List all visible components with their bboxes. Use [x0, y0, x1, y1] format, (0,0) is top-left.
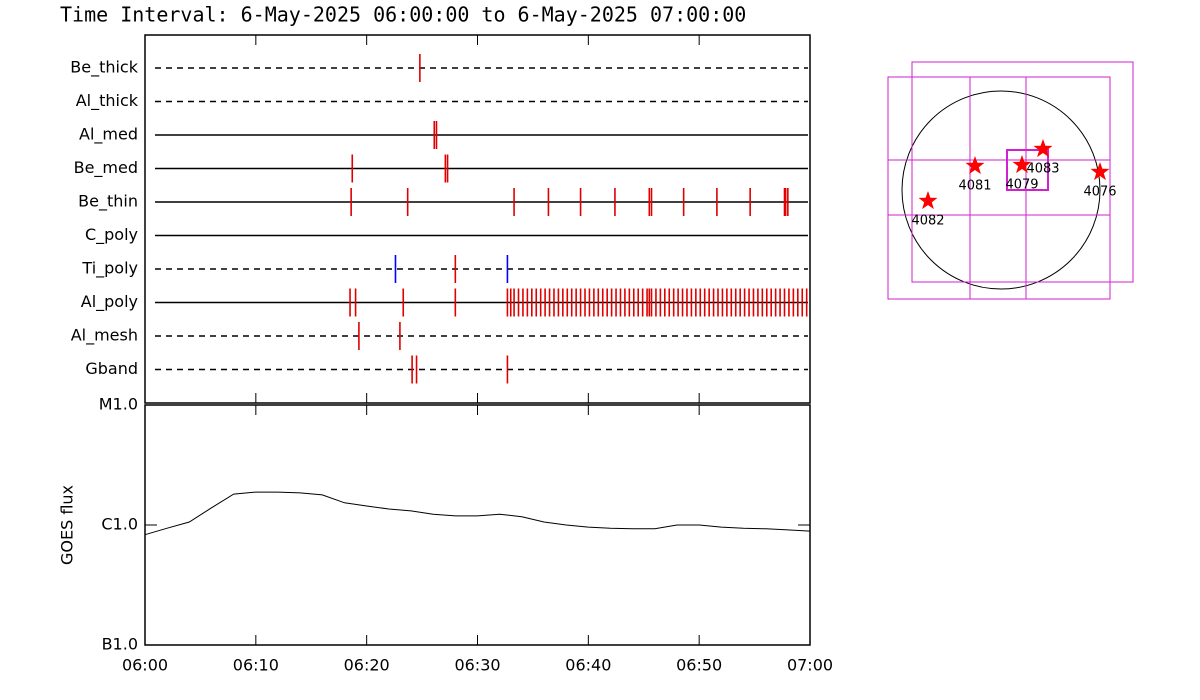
row-label: Be_thin [78, 192, 138, 212]
row-label: Gband [85, 359, 138, 378]
y-tick-label: C1.0 [101, 515, 138, 534]
row-label: Al_med [79, 125, 138, 145]
region-label: 4083 [1026, 162, 1059, 177]
fov-box [1006, 149, 1049, 191]
active-region [1012, 155, 1032, 174]
x-tick-label: 07:00 [787, 656, 833, 675]
row-label: Be_thick [70, 58, 138, 78]
region-label: 4079 [1005, 178, 1038, 193]
x-tick-label: 06:10 [233, 656, 279, 675]
active-region [1090, 162, 1110, 181]
row-label: C_poly [85, 225, 138, 245]
solar-disk [901, 90, 1101, 290]
x-tick-label: 06:50 [676, 656, 722, 675]
active-region [1033, 139, 1053, 158]
x-tick-label: 06:40 [565, 656, 611, 675]
y-tick-label: B1.0 [102, 635, 138, 654]
y-axis-label: GOES flux [58, 485, 77, 565]
region-label: 4082 [911, 214, 944, 229]
active-region [965, 156, 985, 175]
fov-box [911, 61, 1134, 283]
x-tick-label: 06:30 [454, 656, 500, 675]
sun-map [887, 61, 1134, 300]
fov-box [887, 76, 1111, 300]
row-label: Be_med [74, 158, 138, 178]
y-tick-label: M1.0 [99, 395, 138, 414]
row-label: Al_thick [76, 91, 139, 111]
active-region [918, 191, 938, 210]
row-label: Ti_poly [81, 259, 138, 279]
region-label: 4076 [1083, 185, 1116, 200]
goes-line [144, 491, 811, 536]
chart-title: Time Interval: 6-May-2025 06:00:00 to 6-… [60, 3, 746, 27]
x-tick-label: 06:00 [122, 656, 168, 675]
row-label: Al_mesh [71, 326, 138, 346]
x-tick-label: 06:20 [344, 656, 390, 675]
region-label: 4081 [958, 179, 991, 194]
row-label: Al_poly [81, 292, 138, 312]
